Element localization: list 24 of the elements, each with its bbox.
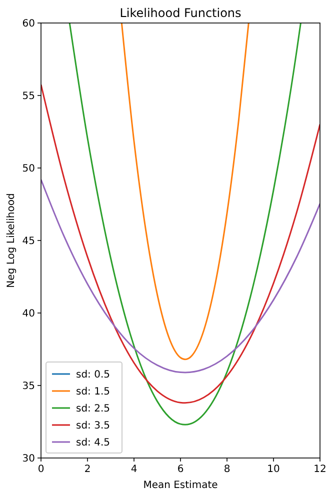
x-tick-label: 8 [224, 464, 230, 475]
x-tick-label: 0 [38, 464, 44, 475]
y-tick-label: 30 [22, 454, 35, 464]
y-axis-title: Neg Log Likelihood [6, 193, 17, 288]
y-tick-label: 35 [22, 381, 35, 392]
legend-label: sd: 4.5 [76, 438, 110, 448]
y-tick-label: 40 [22, 308, 35, 320]
y-tick-label: 55 [22, 91, 35, 102]
chart-title: Likelihood Functions [120, 6, 242, 20]
legend-label: sd: 1.5 [76, 386, 110, 398]
legend-label: sd: 2.5 [76, 404, 110, 414]
x-tick-label: 4 [130, 464, 138, 475]
y-tick-label: 50 [22, 164, 35, 174]
legend-label: sd: 3.5 [76, 420, 110, 432]
x-tick-label: 2 [84, 464, 91, 475]
y-tick-label: 45 [22, 236, 35, 247]
y-tick-label: 60 [22, 18, 35, 30]
line-series [41, 84, 320, 404]
line-series [120, 23, 250, 360]
x-axis-title: Mean Estimate [143, 480, 218, 491]
legend-label: sd: 0.5 [76, 370, 110, 380]
x-tick-label: 6 [177, 464, 184, 475]
x-tick-label: 12 [314, 464, 326, 475]
x-tick-label: 10 [267, 464, 280, 475]
